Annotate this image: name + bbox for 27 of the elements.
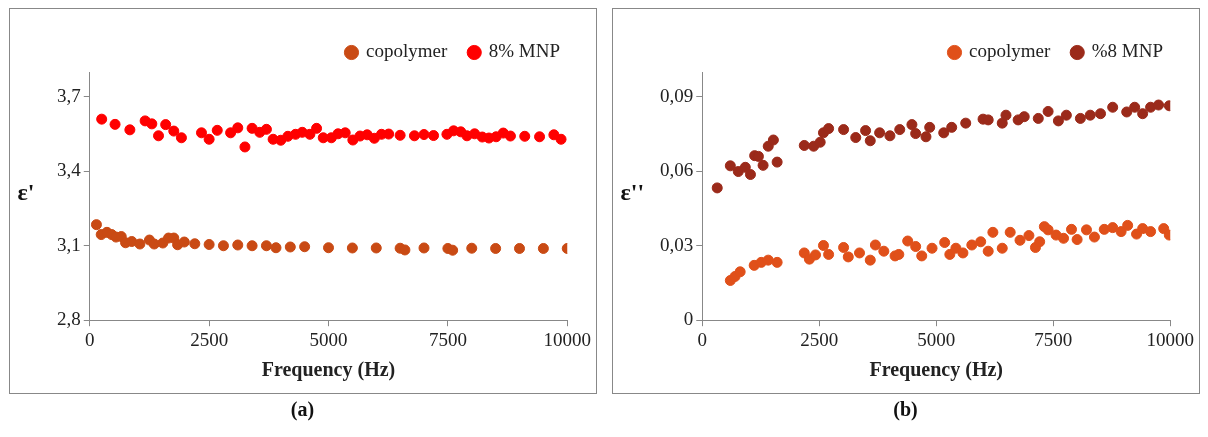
- x-tick-label: 0: [697, 328, 707, 350]
- legend-label: %8 MNP: [1091, 40, 1163, 62]
- y-tick-label: 0,09: [659, 84, 693, 106]
- x-tick-label: 10000: [1146, 328, 1194, 350]
- y-tick-label: 3,1: [56, 233, 81, 255]
- text: (a): [290, 398, 315, 421]
- x-axis-title: Frequency (Hz): [869, 358, 1003, 382]
- y-tick-label: 0: [683, 308, 693, 330]
- x-tick-label: 10000: [543, 328, 591, 350]
- x-axis-title: Frequency (Hz): [261, 358, 395, 382]
- x-tick-label: 7500: [428, 328, 467, 350]
- x-tick-label: 7500: [1033, 328, 1072, 350]
- y-tick-label: 0,06: [659, 159, 693, 181]
- x-tick-label: 2500: [189, 328, 228, 350]
- y-axis-title: ε': [17, 179, 35, 206]
- text: (b): [893, 398, 918, 421]
- y-tick-label: 3,4: [56, 159, 81, 181]
- y-tick-label: 0,03: [659, 233, 693, 255]
- legend-label: 8% MNP: [488, 40, 560, 62]
- x-tick-label: 5000: [309, 328, 347, 350]
- legend-label: copolymer: [365, 40, 448, 62]
- legend-label: copolymer: [968, 40, 1051, 62]
- y-tick-label: 2,8: [56, 308, 81, 330]
- y-tick-label: 3,7: [56, 84, 81, 106]
- x-tick-label: 2500: [799, 328, 838, 350]
- x-tick-label: 5000: [916, 328, 955, 350]
- y-axis-title: ε'': [620, 179, 645, 206]
